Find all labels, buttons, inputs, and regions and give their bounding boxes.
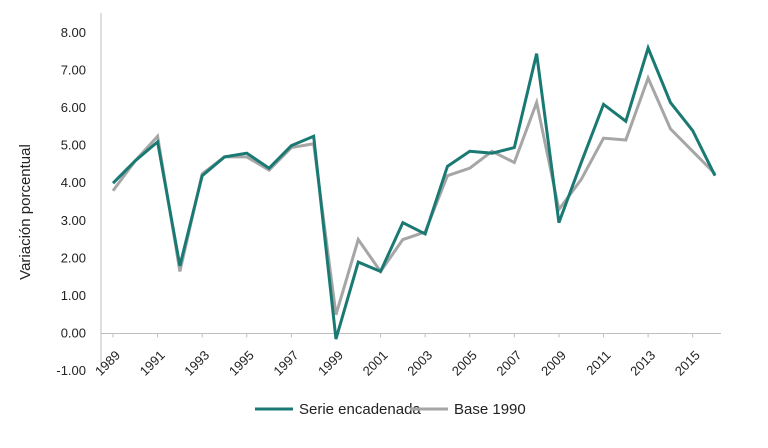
x-tick-label: 2007 [493,348,524,379]
x-tick-label: 1993 [181,348,212,379]
y-tick-label: 1.00 [61,288,86,303]
x-tick-label: 2015 [672,348,703,379]
axes [100,13,721,371]
y-tick-label: 5.00 [61,138,86,153]
x-tick-label: 2009 [538,348,569,379]
x-tick-label: 1999 [315,348,346,379]
x-tick-label: 2011 [583,348,613,378]
legend-label: Serie encadenada [299,401,421,418]
y-tick-label: -1.00 [56,363,86,378]
legend-label: Base 1990 [454,401,526,418]
y-tick-label: 3.00 [61,213,86,228]
y-tick-label: 0.00 [61,325,86,340]
y-tick-labels: -1.00 0.00 1.00 2.00 3.00 4.00 5.00 6.00 7.00 8.0… [56,25,86,378]
series-line-base-1990 [111,74,717,316]
x-tick-label: 2013 [627,348,658,379]
series-lines [111,43,717,340]
series-line-serie-encadenada [111,43,717,340]
x-tick-label: 1997 [270,348,301,379]
x-tick-label: 2005 [449,348,480,379]
y-tick-label: 4.00 [61,175,86,190]
y-axis-title: Variación porcentual [17,144,34,280]
x-tick-label: 2001 [360,348,391,379]
x-tick-label: 1989 [92,348,123,379]
y-tick-label: 2.00 [61,250,86,265]
legend: Serie encadenada Base 1990 [255,401,526,418]
x-tick-label: 1995 [226,348,257,379]
y-tick-label: 6.00 [61,100,86,115]
x-tick-label: 1991 [137,348,168,379]
y-tick-label: 8.00 [61,25,86,40]
x-tick-labels: 1989 1991 1993 1995 1997 1999 2001 2003 2005 2007… [92,333,703,379]
y-tick-label: 7.00 [61,63,86,78]
x-tick-label: 2003 [404,348,435,379]
